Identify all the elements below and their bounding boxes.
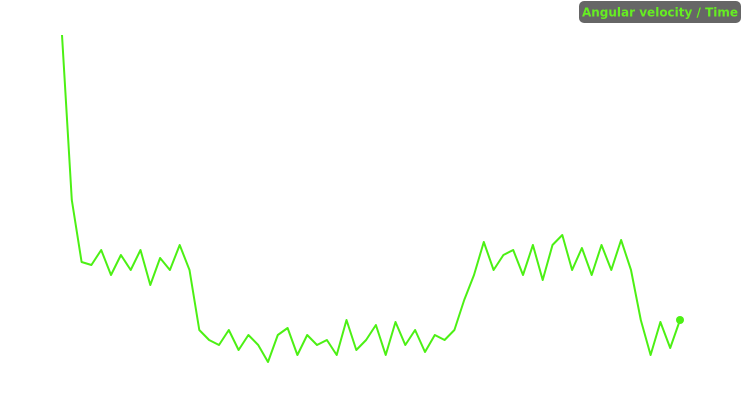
title-box (579, 1, 741, 23)
data-line (61, 34, 681, 363)
chart-title: Angular velocity / Time (582, 6, 738, 20)
end-point (676, 316, 684, 324)
